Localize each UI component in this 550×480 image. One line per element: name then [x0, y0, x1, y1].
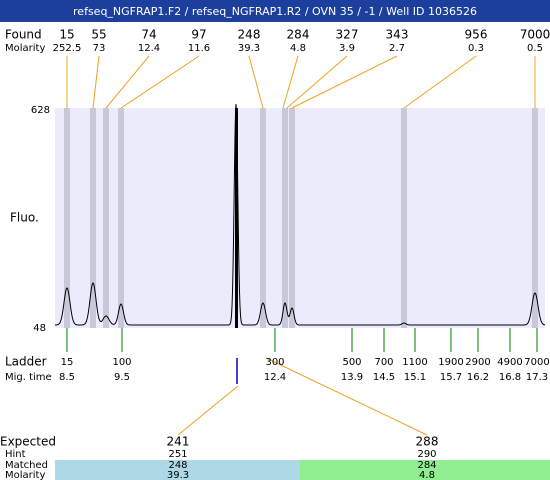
- connector: [92, 55, 100, 109]
- ladder-size: 4900: [497, 357, 522, 368]
- matched-value: 248: [168, 460, 187, 471]
- found-molarity: 12.4: [138, 43, 160, 54]
- mig-time: 17.3: [526, 372, 548, 383]
- connector: [286, 55, 348, 109]
- mig-time: 9.5: [114, 372, 130, 383]
- peak-band: [118, 108, 124, 328]
- mig-time: 12.4: [264, 372, 286, 383]
- found-size: 15: [59, 28, 74, 42]
- found-size: 55: [91, 28, 106, 42]
- found-molarity: 3.9: [339, 43, 355, 54]
- found-molarity: 11.6: [188, 43, 210, 54]
- expected-molarity: 39.3: [167, 470, 189, 480]
- expected-molarity: 4.8: [419, 470, 435, 480]
- ladder-size: 2900: [465, 357, 490, 368]
- ladder-size: 500: [342, 357, 361, 368]
- expected-value: 241: [167, 435, 190, 449]
- mig-time: 13.9: [341, 372, 363, 383]
- matched-band: [300, 460, 550, 480]
- ladder-size: 15: [61, 357, 74, 368]
- found-size: 327: [336, 28, 359, 42]
- title-bar: [0, 0, 550, 22]
- connector: [403, 55, 477, 109]
- found-molarity: 73: [93, 43, 106, 54]
- peak-band: [260, 108, 266, 328]
- matched-label: Matched: [5, 460, 48, 471]
- hint-value: 290: [417, 449, 436, 460]
- found-molarity: 39.3: [238, 43, 260, 54]
- title: refseq_NGFRAP1.F2 / refseq_NGFRAP1.R2 / …: [73, 5, 477, 18]
- ladder-size: 1100: [402, 357, 427, 368]
- connector: [265, 357, 428, 436]
- connector: [291, 55, 398, 109]
- connector: [105, 55, 150, 109]
- found-size: 74: [141, 28, 156, 42]
- expected-label: Expected: [0, 435, 56, 449]
- mig-time: 16.8: [499, 372, 521, 383]
- hint-label: Hint: [5, 449, 26, 460]
- peak-band: [64, 108, 70, 328]
- marker-band: [235, 108, 238, 328]
- peak-band: [103, 108, 109, 328]
- mig-time: 14.5: [373, 372, 395, 383]
- ladder-size: 7000: [524, 357, 549, 368]
- connector: [282, 55, 299, 109]
- ladder-size: 1900: [438, 357, 463, 368]
- ladder-label: Ladder: [5, 355, 47, 369]
- mig-time: 15.7: [440, 372, 462, 383]
- found-size: 956: [465, 28, 488, 42]
- found-size: 248: [238, 28, 261, 42]
- expected-value: 288: [416, 435, 439, 449]
- ladder-size: 700: [374, 357, 393, 368]
- mig-time-label: Mig. time: [5, 372, 52, 383]
- found-molarity: 4.8: [290, 43, 306, 54]
- hint-value: 251: [168, 449, 187, 460]
- plot-area: [55, 108, 545, 328]
- peak-band: [401, 108, 407, 328]
- matched-value: 284: [417, 460, 436, 471]
- peak-band: [282, 108, 288, 328]
- found-size: 284: [287, 28, 310, 42]
- found-label: Found: [5, 28, 42, 42]
- peak-band: [289, 108, 295, 328]
- found-size: 97: [191, 28, 206, 42]
- connector: [120, 55, 200, 109]
- y-top-label: 628: [31, 105, 50, 116]
- found-molarity: 0.5: [527, 43, 543, 54]
- y-axis-label: Fluo.: [10, 211, 39, 225]
- y-bottom-label: 48: [33, 323, 46, 334]
- ladder-size: 100: [112, 357, 131, 368]
- mig-time: 8.5: [59, 372, 75, 383]
- ladder-size: 300: [265, 357, 284, 368]
- peak-band: [532, 108, 538, 328]
- mig-time: 15.1: [404, 372, 426, 383]
- matched-band: [55, 460, 300, 480]
- found-molarity: 0.3: [468, 43, 484, 54]
- found-size: 7000: [520, 28, 550, 42]
- trace: [55, 103, 546, 326]
- found-molarity: 2.7: [389, 43, 405, 54]
- connector: [177, 385, 239, 436]
- found-size: 343: [386, 28, 409, 42]
- expected-molarity-label: Molarity: [5, 470, 45, 480]
- mig-time: 16.2: [467, 372, 489, 383]
- connector: [248, 55, 264, 109]
- peak-band: [90, 108, 96, 328]
- found-molarity: 252.5: [53, 43, 82, 54]
- molarity-label: Molarity: [5, 43, 45, 54]
